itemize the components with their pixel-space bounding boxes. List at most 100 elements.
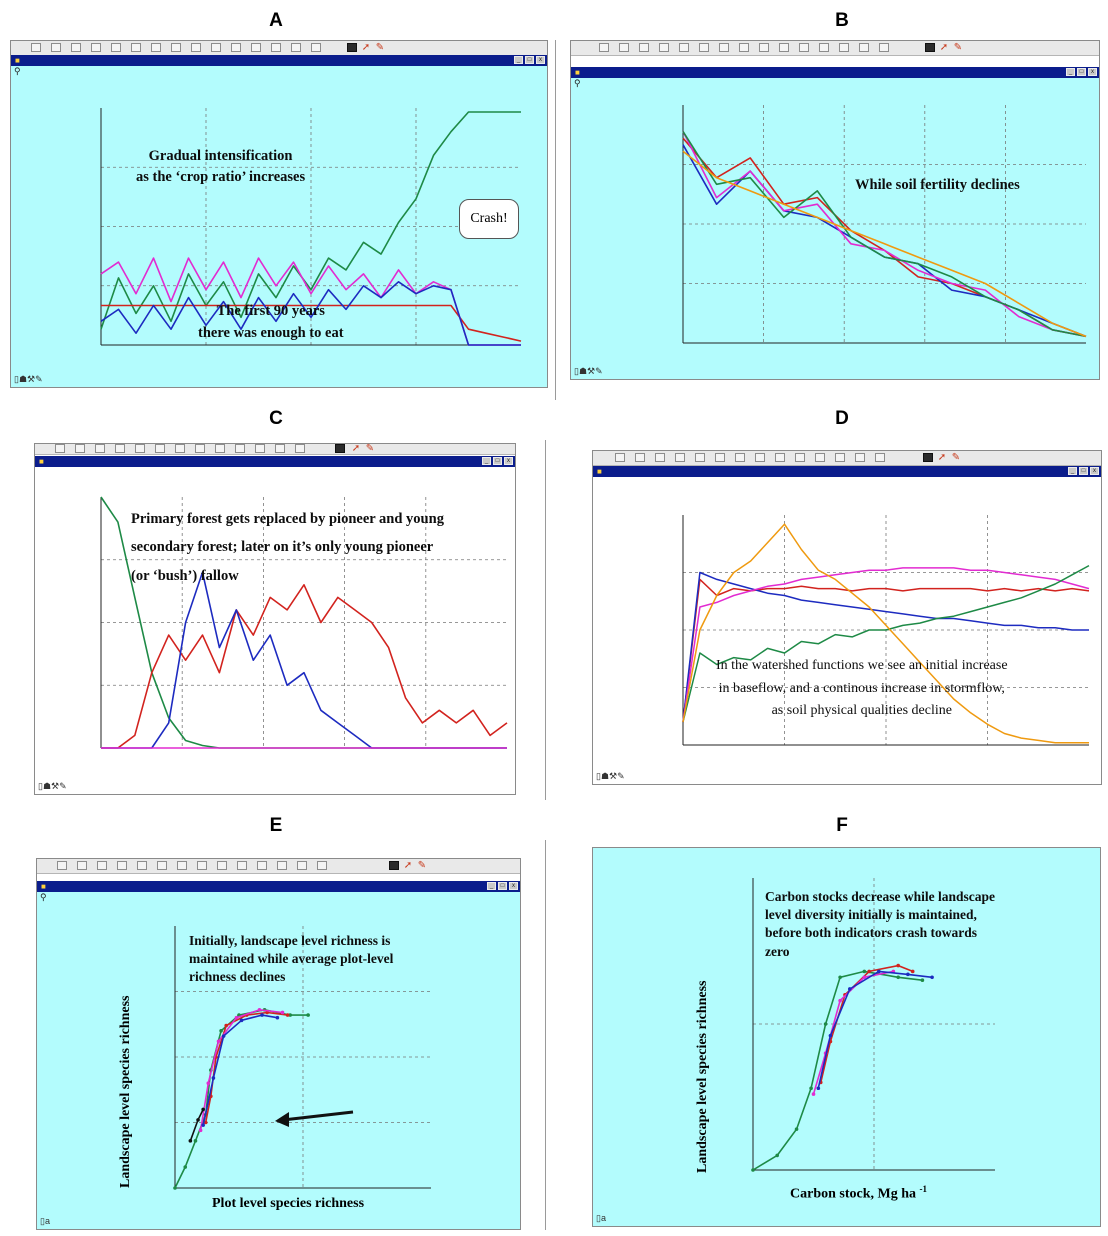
search-icon[interactable]: ⚲: [40, 892, 47, 902]
tool-button[interactable]: [879, 43, 889, 52]
tool-button[interactable]: [759, 43, 769, 52]
tool-button[interactable]: [171, 43, 181, 52]
tool-button[interactable]: [257, 861, 267, 870]
tool-button[interactable]: [175, 444, 185, 453]
tool-button[interactable]: [615, 453, 625, 462]
tool-button[interactable]: [755, 453, 765, 462]
tool-button[interactable]: [211, 43, 221, 52]
pointer-tool-icon[interactable]: ➚: [939, 42, 949, 53]
minimize-icon[interactable]: _: [482, 457, 491, 465]
graph-tool-icon[interactable]: [335, 444, 345, 453]
tool-button[interactable]: [135, 444, 145, 453]
graph-tool-icon[interactable]: [923, 453, 933, 462]
tool-button[interactable]: [155, 444, 165, 453]
tool-button[interactable]: [95, 444, 105, 453]
close-icon[interactable]: x: [509, 882, 518, 890]
tool-button[interactable]: [131, 43, 141, 52]
tool-button[interactable]: [317, 861, 327, 870]
pencil-tool-icon[interactable]: ✎: [365, 443, 375, 454]
tool-button[interactable]: [197, 861, 207, 870]
tool-button[interactable]: [75, 444, 85, 453]
minimize-icon[interactable]: _: [487, 882, 496, 890]
tool-button[interactable]: [195, 444, 205, 453]
tool-button[interactable]: [675, 453, 685, 462]
close-icon[interactable]: x: [1088, 68, 1097, 76]
tool-button[interactable]: [51, 43, 61, 52]
close-icon[interactable]: x: [536, 56, 545, 64]
tool-button[interactable]: [237, 861, 247, 870]
maximize-icon[interactable]: □: [498, 882, 507, 890]
tool-button[interactable]: [715, 453, 725, 462]
pencil-tool-icon[interactable]: ✎: [951, 452, 961, 463]
search-icon[interactable]: ⚲: [574, 78, 581, 88]
tool-button[interactable]: [311, 43, 321, 52]
pointer-tool-icon[interactable]: ➚: [351, 443, 361, 454]
tool-button[interactable]: [235, 444, 245, 453]
tool-button[interactable]: [251, 43, 261, 52]
tool-button[interactable]: [117, 861, 127, 870]
tool-button[interactable]: [639, 43, 649, 52]
tool-button[interactable]: [177, 861, 187, 870]
tool-button[interactable]: [115, 444, 125, 453]
tool-button[interactable]: [655, 453, 665, 462]
tool-button[interactable]: [191, 43, 201, 52]
tool-button[interactable]: [57, 861, 67, 870]
tool-button[interactable]: [775, 453, 785, 462]
pencil-tool-icon[interactable]: ✎: [375, 42, 385, 53]
pencil-tool-icon[interactable]: ✎: [953, 42, 963, 53]
tool-button[interactable]: [271, 43, 281, 52]
tool-button[interactable]: [91, 43, 101, 52]
tool-button[interactable]: [819, 43, 829, 52]
tool-button[interactable]: [635, 453, 645, 462]
search-icon[interactable]: ⚲: [14, 66, 21, 76]
tool-button[interactable]: [71, 43, 81, 52]
tool-button[interactable]: [151, 43, 161, 52]
graph-tool-icon[interactable]: [347, 43, 357, 52]
graph-tool-icon[interactable]: [389, 861, 399, 870]
minimize-icon[interactable]: _: [1068, 467, 1077, 475]
tool-button[interactable]: [215, 444, 225, 453]
tool-button[interactable]: [599, 43, 609, 52]
tool-button[interactable]: [855, 453, 865, 462]
tool-button[interactable]: [157, 861, 167, 870]
close-icon[interactable]: x: [1090, 467, 1099, 475]
tool-button[interactable]: [111, 43, 121, 52]
tool-button[interactable]: [739, 43, 749, 52]
tool-button[interactable]: [779, 43, 789, 52]
tool-button[interactable]: [31, 43, 41, 52]
tool-button[interactable]: [695, 453, 705, 462]
tool-button[interactable]: [839, 43, 849, 52]
close-icon[interactable]: x: [504, 457, 513, 465]
tool-button[interactable]: [291, 43, 301, 52]
tool-button[interactable]: [719, 43, 729, 52]
tool-button[interactable]: [255, 444, 265, 453]
tool-button[interactable]: [835, 453, 845, 462]
tool-button[interactable]: [275, 444, 285, 453]
tool-button[interactable]: [297, 861, 307, 870]
maximize-icon[interactable]: □: [493, 457, 502, 465]
minimize-icon[interactable]: _: [1066, 68, 1075, 76]
tool-button[interactable]: [799, 43, 809, 52]
maximize-icon[interactable]: □: [525, 56, 534, 64]
tool-button[interactable]: [679, 43, 689, 52]
minimize-icon[interactable]: _: [514, 56, 523, 64]
tool-button[interactable]: [815, 453, 825, 462]
tool-button[interactable]: [77, 861, 87, 870]
tool-button[interactable]: [231, 43, 241, 52]
tool-button[interactable]: [217, 861, 227, 870]
tool-button[interactable]: [659, 43, 669, 52]
tool-button[interactable]: [699, 43, 709, 52]
maximize-icon[interactable]: □: [1079, 467, 1088, 475]
tool-button[interactable]: [859, 43, 869, 52]
tool-button[interactable]: [137, 861, 147, 870]
tool-button[interactable]: [55, 444, 65, 453]
tool-button[interactable]: [277, 861, 287, 870]
tool-button[interactable]: [619, 43, 629, 52]
graph-tool-icon[interactable]: [925, 43, 935, 52]
tool-button[interactable]: [735, 453, 745, 462]
tool-button[interactable]: [295, 444, 305, 453]
pointer-tool-icon[interactable]: ➚: [403, 860, 413, 871]
pencil-tool-icon[interactable]: ✎: [417, 860, 427, 871]
tool-button[interactable]: [875, 453, 885, 462]
pointer-tool-icon[interactable]: ➚: [937, 452, 947, 463]
